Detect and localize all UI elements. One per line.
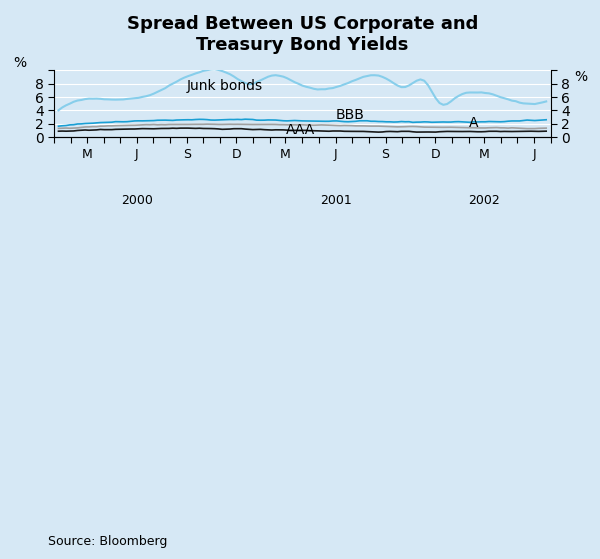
Title: Spread Between US Corporate and
Treasury Bond Yields: Spread Between US Corporate and Treasury… (127, 15, 478, 54)
Y-axis label: %: % (574, 70, 587, 84)
Text: 2000: 2000 (121, 194, 153, 207)
Text: 2001: 2001 (320, 194, 352, 207)
Y-axis label: %: % (13, 56, 26, 70)
Text: AAA: AAA (286, 122, 315, 136)
Text: Source: Bloomberg: Source: Bloomberg (48, 535, 167, 548)
Text: A: A (469, 116, 478, 130)
Text: BBB: BBB (335, 108, 364, 122)
Text: Junk bonds: Junk bonds (187, 79, 263, 93)
Text: 2002: 2002 (468, 194, 500, 207)
